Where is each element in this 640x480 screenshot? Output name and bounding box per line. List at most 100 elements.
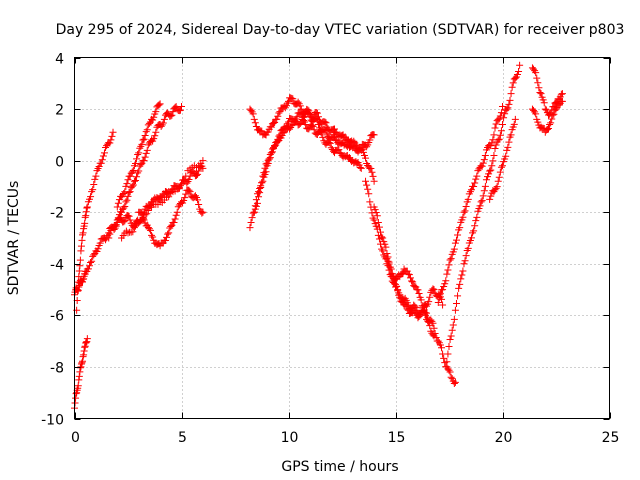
data-point bbox=[452, 236, 460, 244]
data-point bbox=[409, 278, 417, 286]
series-track-a bbox=[71, 162, 207, 299]
data-point bbox=[548, 115, 556, 123]
data-point bbox=[140, 215, 148, 223]
data-point bbox=[550, 110, 558, 118]
data-point bbox=[471, 222, 479, 230]
data-point bbox=[508, 83, 516, 91]
data-point bbox=[151, 132, 159, 140]
data-point bbox=[169, 108, 177, 116]
data-point bbox=[283, 99, 291, 107]
data-point bbox=[374, 219, 382, 227]
data-point bbox=[430, 324, 438, 332]
data-point bbox=[429, 285, 437, 293]
data-point bbox=[534, 79, 542, 87]
y-tick-label: 2 bbox=[55, 103, 64, 119]
data-point bbox=[129, 228, 137, 236]
data-point bbox=[77, 363, 85, 371]
data-point bbox=[500, 114, 508, 122]
data-point bbox=[161, 236, 169, 244]
data-point bbox=[78, 359, 86, 367]
data-point bbox=[274, 137, 282, 145]
data-point bbox=[450, 315, 458, 323]
data-point bbox=[124, 212, 132, 220]
y-axis-label: SDTVAR / TECUs bbox=[6, 181, 22, 296]
data-point bbox=[150, 135, 158, 143]
data-point bbox=[288, 122, 296, 130]
data-point bbox=[429, 331, 437, 339]
data-point bbox=[497, 127, 505, 135]
data-point bbox=[111, 222, 119, 230]
data-point bbox=[496, 131, 504, 139]
data-point bbox=[130, 224, 138, 232]
data-point bbox=[446, 335, 454, 343]
data-point bbox=[375, 223, 383, 231]
data-point bbox=[178, 102, 185, 110]
data-point bbox=[133, 173, 141, 181]
data-point bbox=[482, 176, 490, 184]
data-point bbox=[473, 172, 481, 180]
data-point bbox=[165, 193, 173, 201]
data-point bbox=[443, 270, 451, 278]
data-point bbox=[353, 141, 361, 149]
data-point bbox=[126, 216, 134, 224]
data-point bbox=[75, 376, 83, 384]
data-point bbox=[168, 111, 176, 119]
data-point bbox=[88, 257, 96, 265]
data-point bbox=[555, 101, 563, 109]
data-point bbox=[267, 149, 275, 157]
data-point bbox=[372, 222, 380, 230]
data-point bbox=[194, 170, 202, 178]
data-point bbox=[255, 188, 263, 196]
data-point bbox=[185, 186, 193, 194]
data-point bbox=[464, 244, 472, 252]
data-point bbox=[385, 260, 393, 268]
data-point bbox=[98, 156, 106, 164]
data-point bbox=[120, 190, 128, 198]
x-tick-label: 25 bbox=[602, 430, 620, 446]
data-point bbox=[181, 194, 189, 202]
data-point bbox=[532, 110, 540, 118]
data-point bbox=[456, 224, 464, 232]
data-point bbox=[495, 115, 503, 123]
data-point bbox=[163, 233, 171, 241]
data-point bbox=[143, 146, 151, 154]
data-point bbox=[82, 212, 90, 220]
data-point bbox=[504, 104, 512, 112]
data-point bbox=[493, 183, 501, 191]
data-point bbox=[423, 309, 431, 317]
data-point bbox=[170, 219, 178, 227]
data-point bbox=[373, 212, 381, 220]
data-point bbox=[114, 199, 122, 207]
data-point bbox=[539, 96, 547, 104]
data-point bbox=[140, 135, 148, 143]
data-point bbox=[496, 168, 504, 176]
data-point bbox=[505, 138, 513, 146]
data-point bbox=[405, 271, 413, 279]
data-point bbox=[335, 146, 343, 154]
data-point bbox=[362, 177, 370, 185]
data-point bbox=[486, 167, 494, 175]
data-point bbox=[472, 175, 480, 183]
data-point bbox=[442, 277, 450, 285]
data-point bbox=[451, 378, 459, 386]
data-point bbox=[114, 214, 122, 222]
data-point bbox=[357, 164, 365, 172]
data-point bbox=[462, 252, 470, 260]
data-point bbox=[452, 300, 460, 308]
data-point bbox=[511, 115, 519, 123]
data-point bbox=[382, 243, 390, 251]
data-point bbox=[182, 190, 190, 198]
data-point bbox=[90, 181, 98, 189]
data-point bbox=[454, 231, 462, 239]
data-point bbox=[83, 335, 91, 343]
data-point bbox=[276, 108, 284, 116]
data-point bbox=[85, 262, 93, 270]
data-point bbox=[289, 95, 297, 103]
data-point bbox=[441, 280, 449, 288]
data-point bbox=[444, 350, 452, 358]
data-point bbox=[77, 247, 85, 255]
data-point bbox=[378, 245, 386, 253]
data-point bbox=[489, 136, 497, 144]
data-point bbox=[451, 239, 459, 247]
data-point bbox=[495, 173, 503, 181]
